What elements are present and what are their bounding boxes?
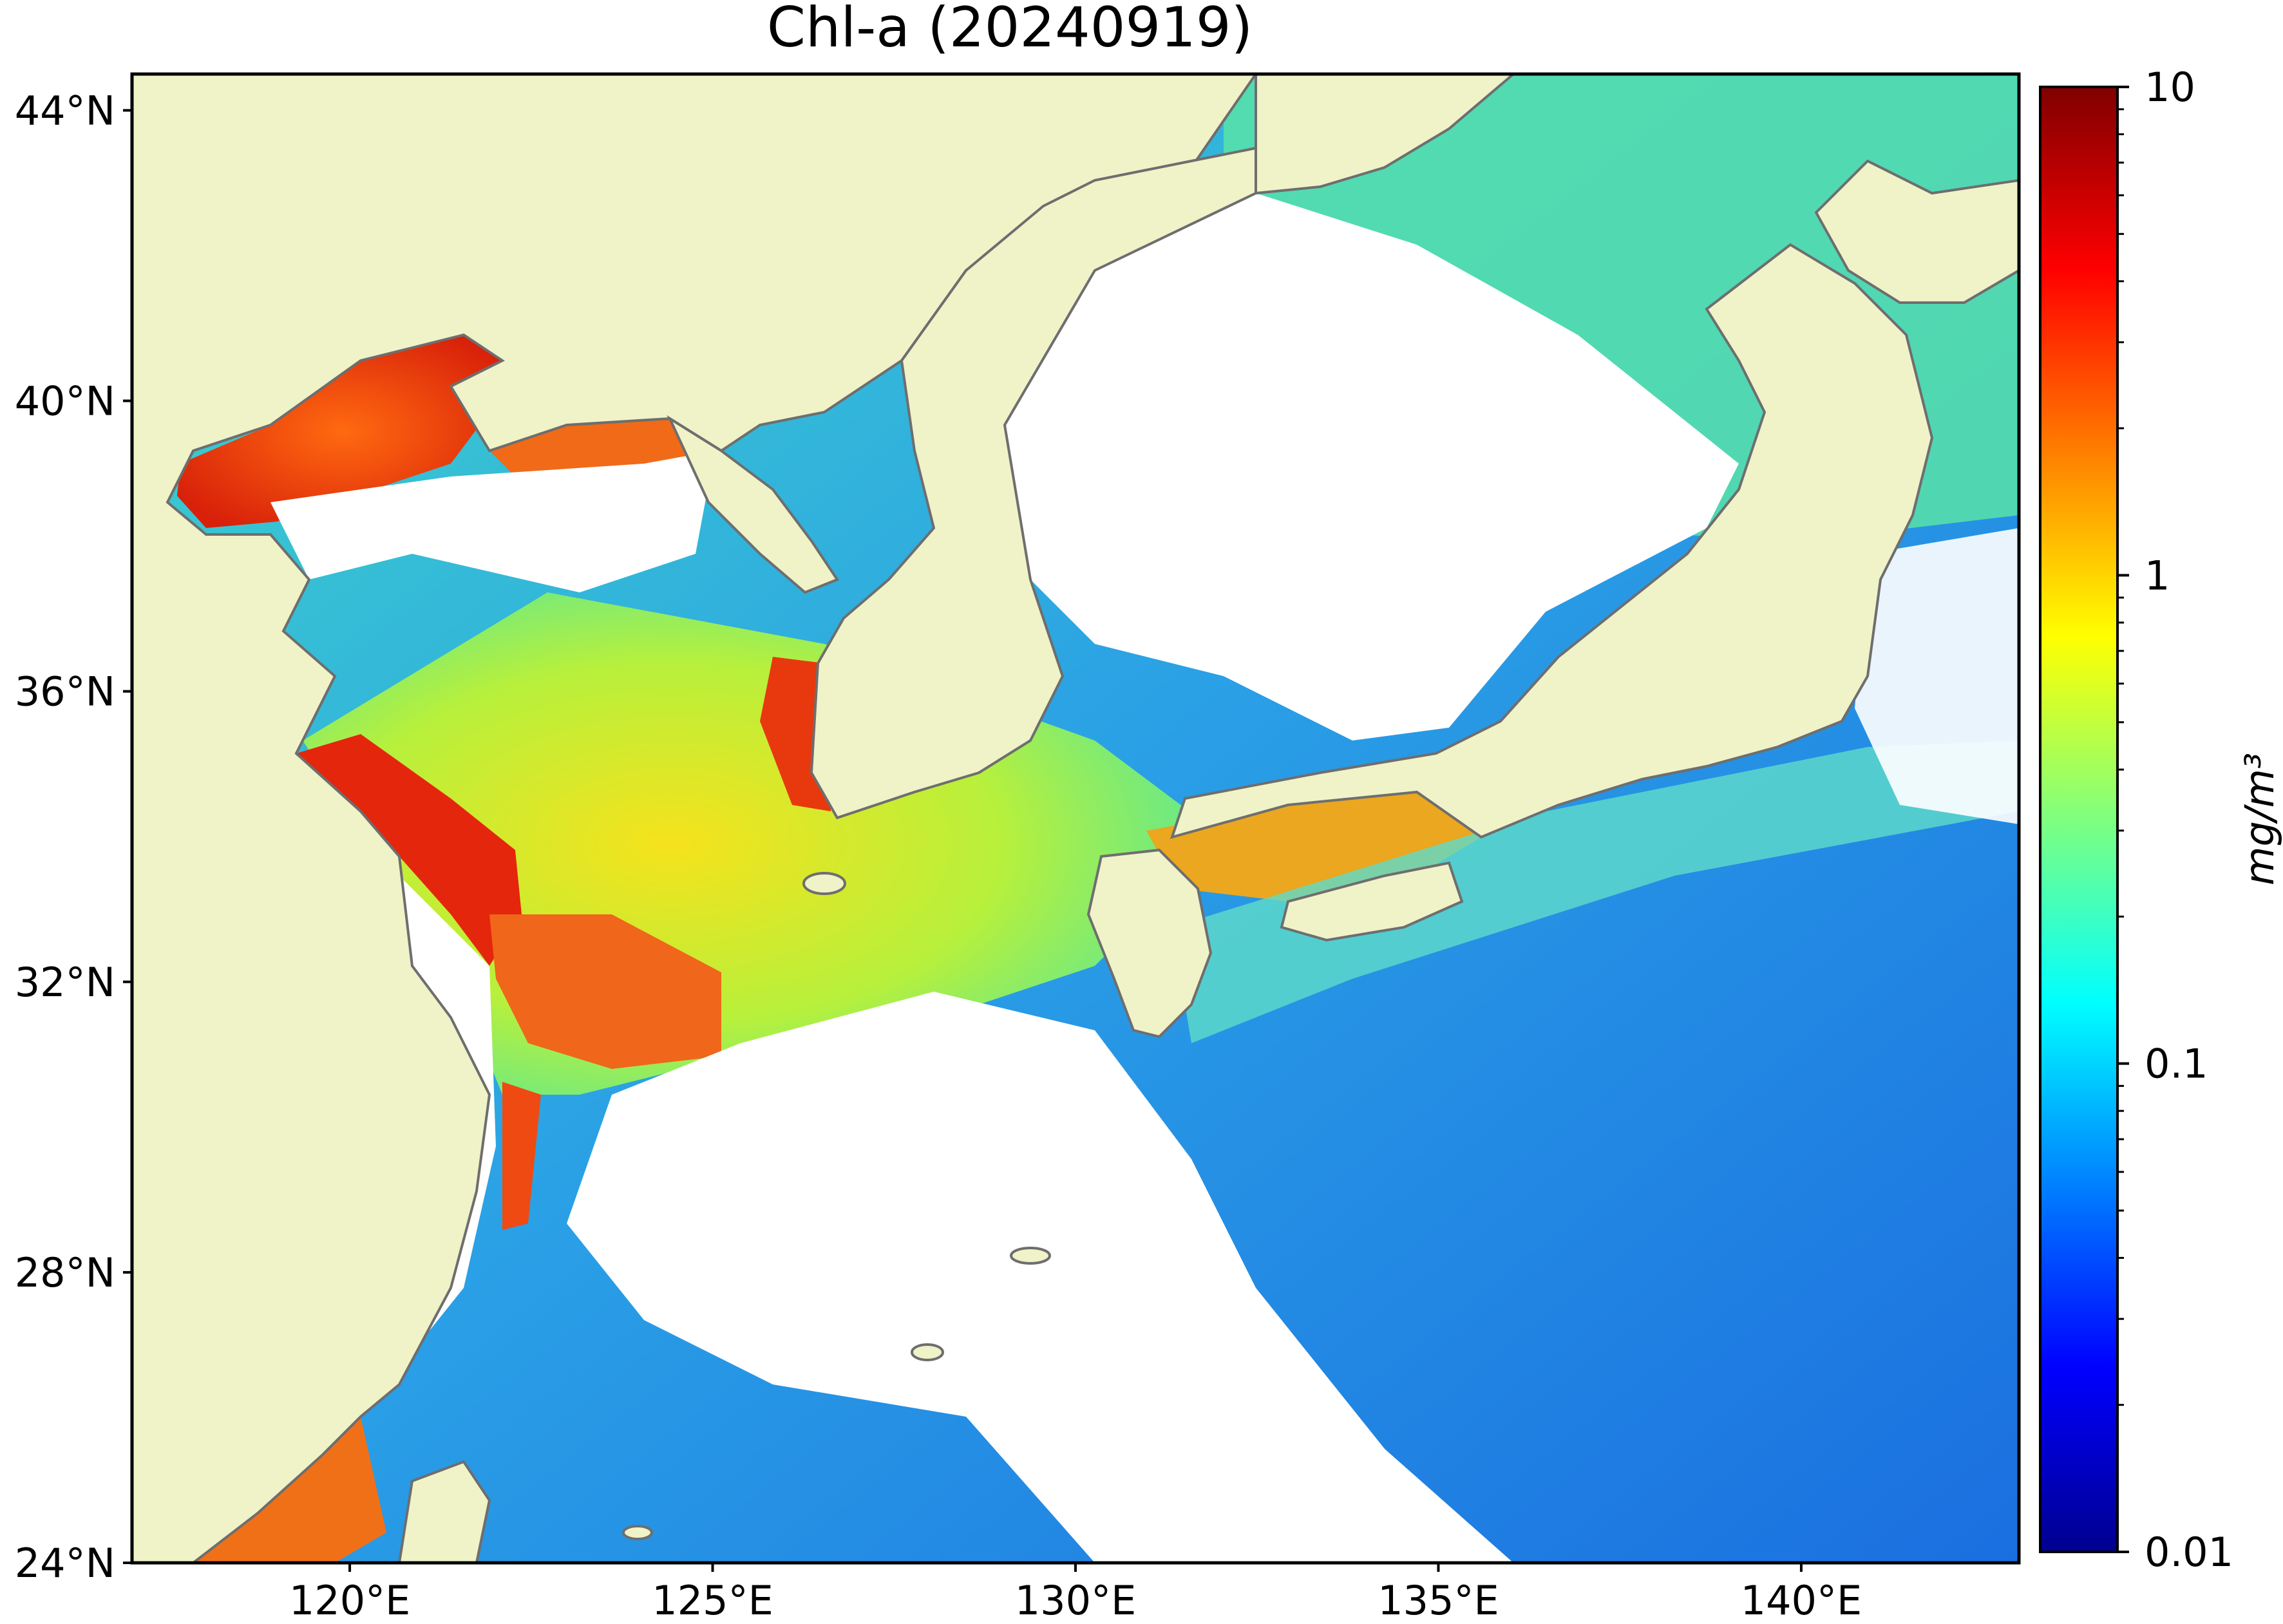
land-jeju-island [802, 872, 846, 895]
x-tick-label: 125°E [652, 1577, 773, 1624]
pacific-shelf-band [1172, 741, 2019, 1043]
x-tick-label: 120°E [289, 1577, 411, 1624]
y-tick-label: 28°N [15, 1249, 115, 1296]
land-ryukyu-island-3 [622, 1525, 653, 1540]
x-tick-label: 135°E [1378, 1577, 1499, 1624]
jiangsu-coastal-bloom [296, 734, 522, 966]
yangtze-plume [489, 914, 721, 1069]
land-kyushu [1086, 848, 1213, 1039]
y-tick-label: 44°N [15, 87, 115, 134]
bohai-bay-bloom [177, 335, 509, 528]
cloud-east-china-sea [567, 992, 1513, 1563]
colorbar-minor-ticks [2117, 108, 2124, 1406]
colorbar-tick-label: 0.1 [2145, 1041, 2208, 1088]
y-tick-label: 32°N [15, 959, 115, 1006]
y-tick-label: 36°N [15, 668, 115, 715]
land-honshu [1170, 243, 1934, 839]
land-hokkaido [1814, 159, 2019, 304]
cloud-east-japan [1855, 528, 2019, 824]
latitude-ticks: 44°N 40°N 36°N 32°N 28°N 24°N [15, 87, 132, 1587]
y-tick-label: 24°N [15, 1540, 115, 1587]
land-shikoku [1280, 861, 1464, 942]
land-russia-coast [1255, 74, 1516, 195]
land-korea [810, 146, 1257, 820]
map-area [132, 74, 2019, 1563]
map-title: Chl-a (20240919) [766, 0, 1253, 60]
cloud-korea-japan-sea [1005, 193, 1739, 741]
colorbar-tick-label: 0.01 [2145, 1529, 2233, 1576]
x-tick-label: 130°E [1015, 1577, 1137, 1624]
longitude-ticks: 120°E 125°E 130°E 135°E 140°E [289, 1563, 1862, 1624]
cloud-yellow-sea-north [270, 451, 715, 592]
y-tick-label: 40°N [15, 378, 115, 425]
land-liaodong-peninsula [667, 415, 840, 594]
colorbar-unit-label: mg/m³ [2236, 753, 2283, 885]
colorbar-tick-label: 1 [2145, 552, 2170, 599]
land-ryukyu-island-2 [1010, 1247, 1051, 1265]
colorbar-ticks: 10 1 0.1 0.01 [2117, 64, 2233, 1576]
x-tick-label: 140°E [1741, 1577, 1862, 1624]
zhejiang-coastal-bloom [502, 1082, 541, 1230]
land-taiwan [397, 1460, 491, 1563]
colorbar [2039, 86, 2119, 1553]
land-ryukyu-island-1 [911, 1343, 944, 1361]
colorbar-tick-label: 10 [2145, 64, 2195, 111]
land-china [132, 74, 1258, 1563]
